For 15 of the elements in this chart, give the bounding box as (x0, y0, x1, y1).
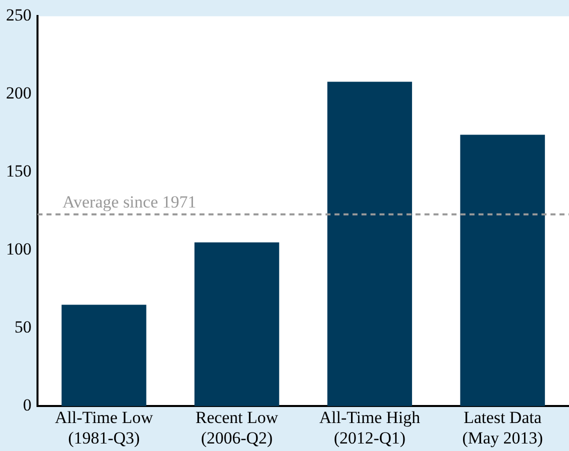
x-tick-label: Latest Data (May 2013) (462, 408, 543, 448)
x-tick-label: All-Time Low (1981-Q3) (54, 408, 154, 448)
y-tick-label: 0 (23, 396, 32, 415)
y-tick-label: 50 (14, 318, 32, 337)
x-tick-label: All-Time High (2012-Q1) (319, 408, 421, 448)
ref-line-label: Average since 1971 (62, 192, 196, 212)
y-tick-label: 150 (6, 162, 32, 181)
bar (460, 134, 545, 406)
y-tick-label: 250 (6, 6, 32, 25)
y-tick-label: 200 (6, 84, 32, 103)
x-tick-label: Recent Low (2006-Q2) (196, 408, 279, 448)
bar (62, 304, 146, 406)
bar (194, 242, 280, 406)
bar (327, 82, 412, 406)
y-tick-label: 100 (6, 240, 32, 259)
